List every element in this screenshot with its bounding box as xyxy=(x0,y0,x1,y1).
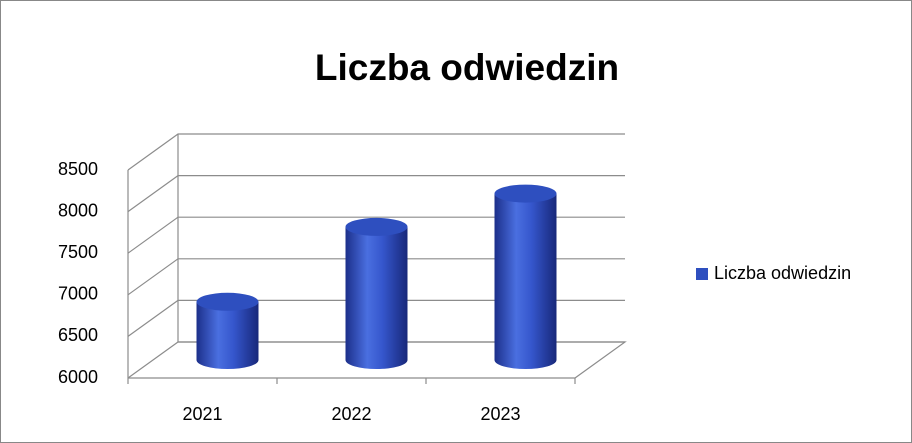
grid-line xyxy=(127,175,625,213)
bar-top xyxy=(196,292,259,311)
x-tick-label: 2021 xyxy=(182,404,222,424)
legend-swatch xyxy=(696,268,708,280)
y-tick-label: 7500 xyxy=(58,242,98,262)
y-tick-label: 8500 xyxy=(58,159,98,179)
bar-body xyxy=(494,193,557,369)
bar xyxy=(196,292,259,369)
bar xyxy=(494,184,557,369)
y-tick-label: 7000 xyxy=(58,284,98,304)
y-tick-label: 6000 xyxy=(58,367,98,387)
x-tick-label: 2023 xyxy=(480,404,520,424)
bar-body xyxy=(196,301,259,369)
grid-line xyxy=(127,341,625,379)
y-tick-label: 6500 xyxy=(58,325,98,345)
grid-line xyxy=(127,216,625,254)
x-tick-label: 2022 xyxy=(331,404,371,424)
grid-line xyxy=(127,299,625,337)
bar-top xyxy=(494,184,557,203)
y-tick-label: 8000 xyxy=(58,200,98,220)
grid-line xyxy=(127,258,625,296)
bar-body xyxy=(345,226,408,369)
legend-label: Liczba odwiedzin xyxy=(714,263,851,283)
chart-title: Liczba odwiedzin xyxy=(315,47,619,88)
bar-top xyxy=(345,217,408,236)
grid-line xyxy=(127,133,625,171)
bar xyxy=(345,217,408,369)
